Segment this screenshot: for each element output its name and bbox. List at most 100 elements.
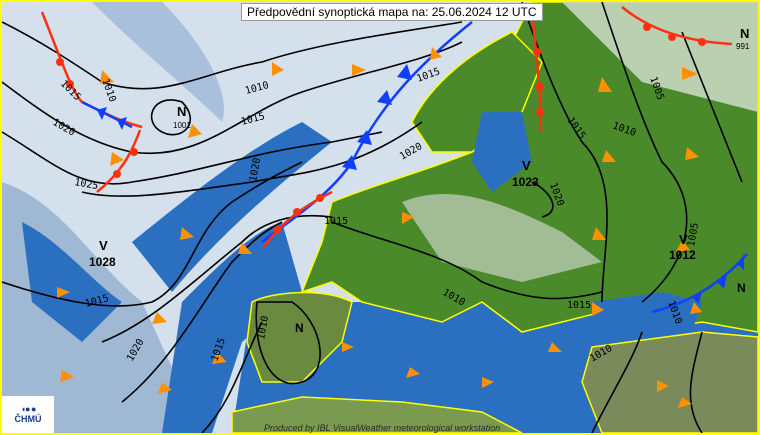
isobar-line xyxy=(591,331,643,433)
wind-arrow xyxy=(548,342,562,352)
wind-arrow xyxy=(482,377,494,388)
fronts-part-part xyxy=(66,80,74,88)
fronts-part-part xyxy=(737,254,744,270)
fronts-part-part xyxy=(342,155,357,170)
wind-arrow xyxy=(682,67,698,80)
fronts-part xyxy=(56,23,706,234)
black-sea xyxy=(592,292,702,337)
isobar-line xyxy=(2,21,463,90)
high-center-value: 1023 xyxy=(512,175,539,189)
wind-arrow xyxy=(352,64,366,76)
low-center-value: 1001 xyxy=(173,121,191,130)
warm-front-line xyxy=(96,129,142,193)
wind-arrow xyxy=(592,227,606,240)
sea-area xyxy=(132,122,332,292)
wind-arrow xyxy=(598,77,612,92)
fronts-part-part xyxy=(692,290,702,304)
wind-arrow xyxy=(685,147,699,160)
isobar-line xyxy=(201,321,263,433)
baltic-sea xyxy=(472,112,532,192)
isobar-labels-part: 1010 xyxy=(256,315,271,341)
cloud-area xyxy=(402,193,602,282)
isobar-labels-part: 1015 xyxy=(324,216,348,227)
isobar-line xyxy=(121,221,283,403)
isobar-line xyxy=(2,41,463,155)
wind-arrow xyxy=(110,152,124,166)
warm-front-line xyxy=(530,11,542,133)
wind-arrows xyxy=(57,47,702,408)
chmu-logo: ◖● ● ČHMÚ xyxy=(2,396,54,433)
isobar-line xyxy=(689,331,703,433)
wind-arrow xyxy=(342,342,354,352)
isobar-line xyxy=(331,221,603,300)
fronts-part-part xyxy=(130,148,138,156)
fronts-part-part xyxy=(56,58,64,66)
sea-area xyxy=(162,222,302,433)
wind-arrow xyxy=(188,124,202,138)
isobar-labels-part: 1015 xyxy=(567,300,591,311)
isobar-line xyxy=(681,31,743,183)
isobar-line xyxy=(150,99,191,136)
fronts-part-part xyxy=(643,23,651,31)
high-center-letter: V xyxy=(522,158,531,173)
fronts-part-part xyxy=(273,226,281,234)
low-center-letter: N xyxy=(177,104,186,119)
wind-arrow xyxy=(592,302,604,316)
isobar-labels-part: 1020 xyxy=(248,157,263,183)
fronts-part-part xyxy=(293,208,301,216)
fronts-part-part xyxy=(536,83,544,91)
isobar-labels-part: 1025 xyxy=(73,177,99,192)
isobar-line xyxy=(255,301,321,385)
wind-arrow xyxy=(212,352,227,364)
fronts-part-part xyxy=(316,194,324,202)
wind-arrow xyxy=(60,370,74,382)
high-center-value: 1028 xyxy=(89,255,116,269)
wind-arrow xyxy=(406,367,420,378)
map-title: Předpovědní synoptická mapa na: 25.06.20… xyxy=(241,3,543,21)
wind-arrow xyxy=(100,70,114,84)
chmu-logo-text: ČHMÚ xyxy=(14,414,42,424)
chmu-logo-icon: ◖● ● xyxy=(20,404,37,414)
sea-area xyxy=(22,222,122,342)
fronts-part-part xyxy=(113,170,121,178)
fronts-part-part xyxy=(97,107,107,120)
cloud-area xyxy=(92,2,224,122)
isobars xyxy=(2,2,743,433)
isobar-line xyxy=(2,161,303,307)
fronts-part-part xyxy=(533,48,541,56)
fronts-part-part xyxy=(117,117,127,130)
fronts-part-part xyxy=(357,130,372,145)
fronts-part-part xyxy=(717,274,727,289)
wind-arrow xyxy=(402,212,414,224)
wind-arrow xyxy=(678,397,692,408)
pressure-centers: N 1001 V 1028 V 1023 N 991 V 1012 N N xyxy=(89,26,750,335)
fronts-part-part xyxy=(377,90,392,105)
wind-arrow xyxy=(430,47,442,60)
high-center-letter: V xyxy=(679,232,688,247)
wind-arrow xyxy=(690,302,702,314)
fronts-part-part xyxy=(698,38,706,46)
africa-landmass xyxy=(231,396,523,433)
isobar-line xyxy=(521,2,608,303)
wind-arrow xyxy=(657,380,669,392)
fronts-part xyxy=(97,64,744,304)
fronts-part-part xyxy=(397,64,412,80)
wind-arrow xyxy=(676,240,690,252)
isobar-labels-part: 1005 xyxy=(686,222,701,248)
low-center-letter: N xyxy=(737,281,746,295)
isobar-line xyxy=(601,2,688,303)
wind-arrow xyxy=(180,227,194,240)
high-center-letter: V xyxy=(99,238,108,253)
credit-text: Produced by IBL VisualWeather meteorolog… xyxy=(264,423,501,433)
isobar-line xyxy=(531,181,554,218)
fronts-part-part xyxy=(668,33,676,41)
wind-arrow xyxy=(158,382,172,394)
isobar-line xyxy=(2,131,383,185)
wind-arrow xyxy=(602,150,616,162)
high-center-value: 1012 xyxy=(669,248,696,262)
wind-arrow xyxy=(152,312,167,324)
wind-arrow xyxy=(57,287,70,298)
low-center-letter: N xyxy=(295,321,304,335)
